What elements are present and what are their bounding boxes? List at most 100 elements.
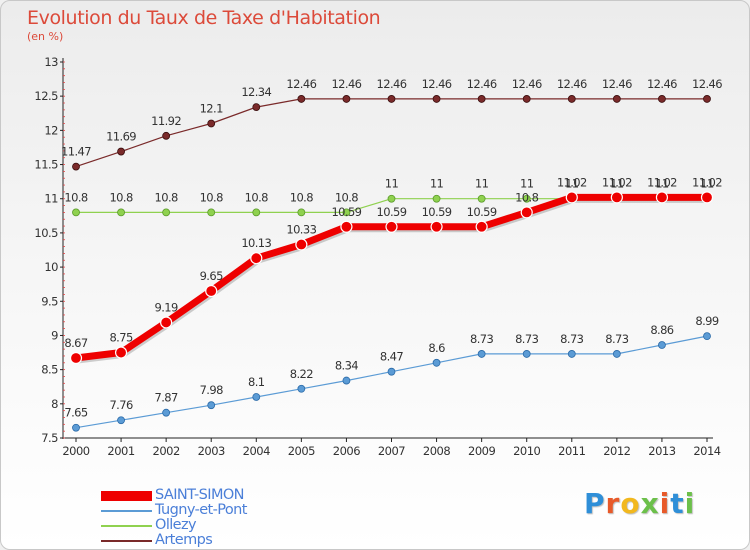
data-label-saint-simon: 10.59	[422, 205, 452, 219]
data-label-tugny-et-pont: 8.22	[290, 367, 313, 381]
data-point-tugny-et-pont	[207, 401, 216, 410]
data-label-ollezy: 10.8	[335, 190, 358, 204]
data-point-artemps	[612, 95, 621, 103]
x-tick-label: 2006	[333, 444, 360, 458]
data-point-tugny-et-pont	[612, 350, 621, 358]
data-label-saint-simon: 9.65	[200, 269, 223, 283]
series-line-artemps	[75, 98, 708, 168]
logo-letter: r	[605, 487, 621, 520]
data-label-artemps: 12.46	[467, 77, 497, 91]
data-point-tugny-et-pont	[72, 423, 80, 432]
data-point-artemps	[432, 95, 441, 103]
data-label-tugny-et-pont: 7.65	[64, 406, 87, 420]
legend-label-ollezy: Ollezy	[155, 517, 197, 533]
data-point-saint-simon	[340, 220, 353, 233]
data-point-saint-simon	[655, 191, 669, 204]
data-point-saint-simon	[385, 220, 398, 233]
x-tick-label: 2000	[62, 444, 89, 458]
data-label-ollezy: 10.8	[155, 190, 178, 204]
x-tick-label: 2007	[378, 444, 405, 458]
data-label-artemps: 12.46	[331, 77, 361, 91]
data-label-ollezy: 11	[655, 177, 669, 191]
x-tick-label: 2010	[513, 444, 540, 458]
data-point-artemps	[72, 162, 80, 171]
data-point-saint-simon	[610, 191, 623, 204]
data-label-saint-simon: 11.02	[557, 175, 587, 189]
data-point-ollezy	[252, 208, 261, 217]
data-label-tugny-et-pont: 8.99	[695, 314, 718, 328]
data-point-ollezy	[432, 194, 441, 203]
y-tick-label: 11	[44, 192, 58, 206]
data-point-tugny-et-pont	[522, 350, 531, 358]
data-point-artemps	[342, 95, 351, 103]
legend-label-artemps: Artemps	[155, 532, 213, 548]
y-tick-label: 12	[44, 123, 58, 137]
x-tick-label: 2003	[198, 444, 225, 458]
data-label-ollezy: 10.8	[64, 190, 87, 204]
data-point-saint-simon	[160, 316, 173, 329]
y-tick-label: 9	[51, 328, 58, 342]
data-point-artemps	[117, 147, 125, 156]
logo-letter: o	[620, 487, 641, 520]
data-label-saint-simon: 8.75	[109, 331, 132, 345]
data-point-saint-simon	[520, 206, 533, 219]
legend-label-saint-simon: SAINT-SIMON	[155, 487, 245, 503]
y-tick-label: 7.5	[41, 431, 58, 445]
x-tick-label: 2004	[243, 444, 270, 458]
data-point-ollezy	[522, 194, 531, 203]
data-label-ollezy: 11	[610, 177, 624, 191]
y-axis-unit-label: (en %)	[27, 30, 64, 43]
data-label-tugny-et-pont: 7.98	[200, 383, 223, 397]
data-label-tugny-et-pont: 8.73	[605, 332, 628, 346]
data-point-ollezy	[72, 208, 80, 217]
logo-letter: t	[670, 487, 685, 520]
data-point-saint-simon	[295, 238, 308, 251]
data-label-ollezy: 10.8	[245, 190, 268, 204]
proxiti-logo: Proxiti	[584, 487, 695, 520]
x-tick-label: 2012	[603, 444, 630, 458]
data-label-saint-simon: 10.59	[467, 205, 497, 219]
data-point-ollezy	[477, 194, 486, 203]
y-tick-label: 11.5	[34, 158, 58, 172]
data-point-tugny-et-pont	[703, 332, 711, 341]
data-label-artemps: 11.69	[106, 130, 136, 144]
data-point-ollezy	[387, 194, 396, 203]
y-tick-label: 10.5	[34, 226, 58, 240]
data-label-ollezy: 11	[565, 177, 579, 191]
data-point-artemps	[658, 95, 666, 103]
data-point-saint-simon	[700, 191, 714, 204]
data-label-artemps: 11.92	[151, 114, 181, 128]
data-point-saint-simon	[565, 191, 578, 204]
data-label-saint-simon: 10.59	[377, 205, 407, 219]
data-label-artemps: 12.46	[647, 77, 677, 91]
y-tick-label: 10	[44, 260, 58, 274]
data-point-saint-simon	[205, 284, 218, 298]
data-label-saint-simon: 11.02	[647, 175, 677, 189]
logo-letter: i	[659, 487, 671, 520]
data-label-artemps: 11.47	[61, 145, 91, 159]
y-tick-label: 8	[51, 397, 58, 411]
legend-swatch-artemps	[101, 540, 152, 542]
data-point-ollezy	[117, 208, 125, 217]
data-point-tugny-et-pont	[432, 358, 441, 367]
data-point-tugny-et-pont	[252, 393, 261, 401]
data-point-artemps	[252, 103, 261, 112]
data-label-tugny-et-pont: 8.6	[428, 341, 445, 355]
data-label-artemps: 12.46	[692, 77, 722, 91]
logo-letter: P	[584, 487, 606, 520]
data-label-saint-simon: 11.02	[692, 175, 722, 189]
data-point-artemps	[297, 95, 306, 103]
data-label-ollezy: 11	[700, 177, 714, 191]
y-tick-label: 8.5	[41, 363, 58, 377]
data-label-ollezy: 10.8	[109, 190, 132, 204]
x-tick-label: 2014	[693, 444, 720, 458]
data-label-artemps: 12.1	[200, 102, 223, 116]
data-point-artemps	[207, 119, 216, 128]
data-point-tugny-et-pont	[567, 350, 576, 358]
legend-swatch-saint-simon	[101, 491, 152, 501]
data-point-saint-simon	[250, 252, 263, 265]
data-point-tugny-et-pont	[342, 376, 351, 385]
data-label-saint-simon: 10.8	[515, 190, 538, 204]
